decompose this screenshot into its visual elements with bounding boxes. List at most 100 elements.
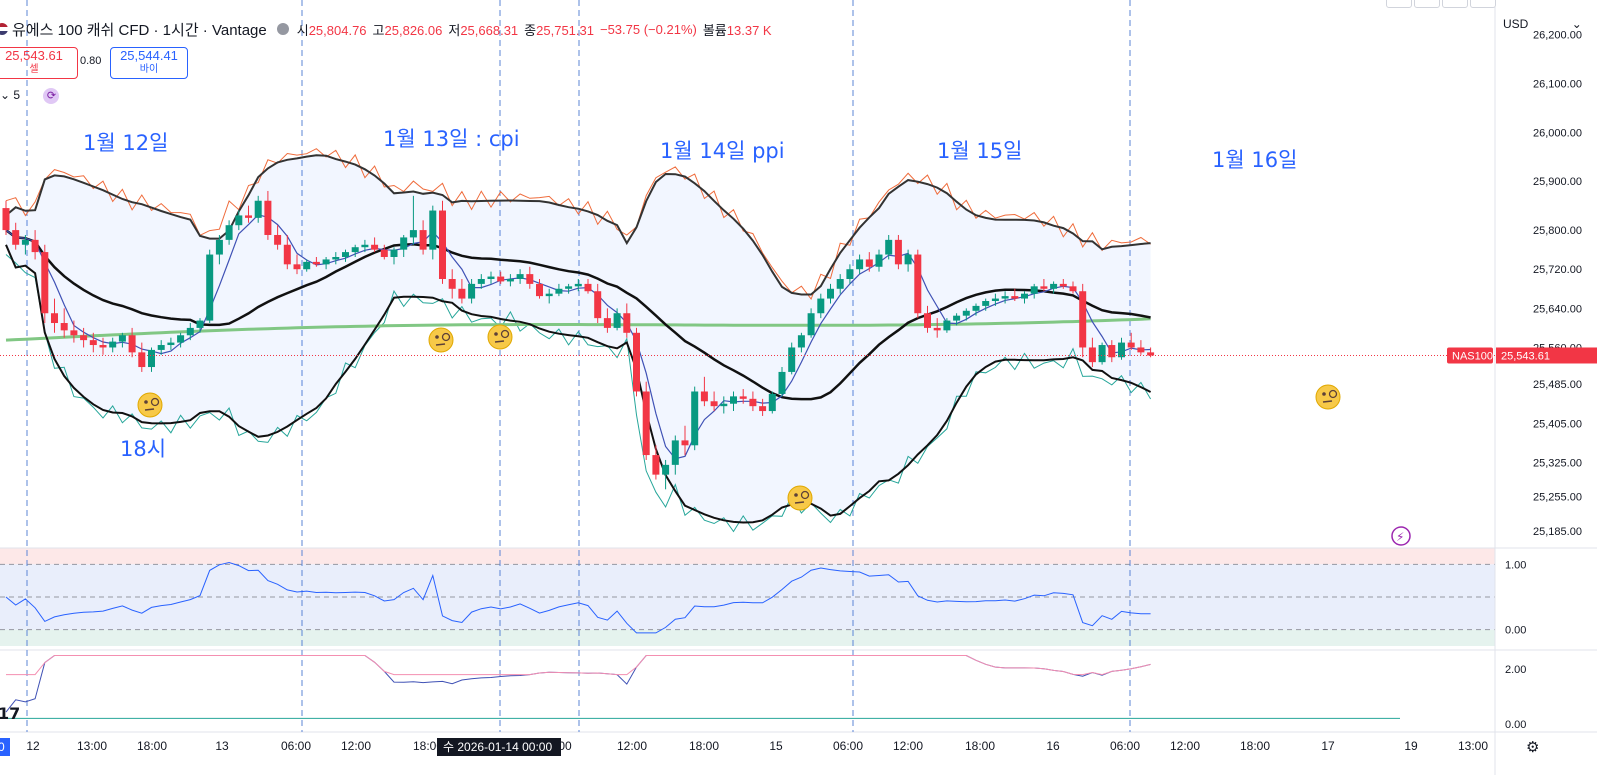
candle-body [293,264,301,270]
candle [1098,342,1106,365]
sell-button[interactable]: 25,543.61 셀 [0,47,78,79]
candle [681,425,689,456]
band-width-max-line [6,655,1151,676]
candle-body [924,313,931,328]
candle-body [1011,296,1019,299]
candle [856,254,864,275]
candle [167,337,175,350]
candle [720,396,728,414]
candle [671,435,679,475]
candle [778,367,786,397]
candle-body [1079,291,1087,348]
buy-button[interactable]: 25,544.41 바이 [110,47,188,79]
candle [448,269,456,299]
candle [1011,288,1019,302]
candle-body [283,244,291,265]
candle [31,230,39,260]
maximize-icon[interactable] [1414,0,1440,8]
close-icon[interactable] [1470,0,1496,8]
candle-body [361,244,369,248]
symbol-title[interactable]: 유에스 100 캐쉬 CFD · 1시간 · Vantage [12,21,267,39]
candle [148,347,155,372]
candle [51,298,58,333]
refresh-icon[interactable]: ⟳ [43,88,60,104]
annotation-label: 1월 16일 [1212,148,1297,172]
collapse-icon[interactable] [1386,0,1412,8]
candle [1040,279,1048,292]
time-tick-label: 12:00 [341,739,371,753]
candle [225,220,233,245]
candle [1001,291,1009,304]
candle [254,195,262,223]
candle-body [991,298,999,302]
candle-body [31,239,39,253]
candle-body [429,210,437,250]
candle-body [487,276,495,279]
candle [99,337,107,355]
candle-body [1069,286,1077,292]
stoch-overbought-zone [0,548,1495,565]
candle-body [555,288,563,294]
time-tick-label: 06:00 [833,739,863,753]
candle-body [439,210,446,279]
currency-selector[interactable]: USD ⌄ [1503,17,1582,31]
candle [623,303,631,338]
candle [565,283,573,294]
candle-body [691,391,699,446]
candle [322,256,330,270]
candle [128,327,136,358]
time-tick-label: 18:00 [1240,739,1270,753]
lightning-icon[interactable]: ⚡ [1391,526,1411,546]
restore-icon[interactable] [1442,0,1468,8]
symbol-label: NAS100 [1452,350,1493,362]
indicator-toggle[interactable]: ⌄ 5 ⟳ [0,88,60,104]
candle-body [264,200,272,235]
candle [371,237,379,253]
candle [351,244,359,257]
candle [1088,337,1096,368]
ohlc-low: 저25,668.31 [448,22,519,38]
candle [274,225,282,250]
candle-body [390,249,398,257]
candle [245,205,252,223]
ohlc-high: 고25,826.06 [372,22,443,38]
candle [768,391,776,414]
candle-body [633,332,640,392]
candle-body [196,320,204,328]
candle-body [516,274,524,279]
candle-body [778,371,786,394]
symbol-header: 유에스 100 캐쉬 CFD · 1시간 · Vantage 시25,804.7… [0,16,778,42]
price-tick-label: 26,000.00 [1533,127,1582,139]
candle [574,279,582,292]
annotation-label: 18시 [120,437,166,461]
time-tick-label: 17 [1321,739,1335,753]
candle [177,332,185,348]
candle [1137,340,1145,355]
price-tick-label: 26,100.00 [1533,78,1582,90]
candle [885,234,893,260]
svg-text:⚡: ⚡ [1396,530,1404,544]
candle-body [662,464,670,475]
candle [138,342,146,372]
candle-body [342,252,349,257]
candle [526,266,534,289]
price-tick-label: 25,720.00 [1533,264,1582,276]
ohlc-open: 시25,804.76 [296,22,367,38]
candle-body [419,230,427,250]
candle-body [60,323,68,331]
candle [700,376,708,407]
candle-body [1001,296,1009,299]
candle [487,271,495,284]
ohlc-change: −53.75 (−0.21%) [599,21,697,37]
candle-body [613,313,621,328]
candle [797,332,805,353]
time-tick-label: 12 [26,739,40,753]
settings-gear-icon[interactable]: ⚙ [1526,738,1539,756]
candle [21,234,29,255]
time-tick-label: 18:00 [137,739,167,753]
time-tick-label: 12:00 [617,739,647,753]
candle-body [545,293,553,297]
time-tick-label: 16 [1046,739,1060,753]
candle-body [671,440,679,465]
